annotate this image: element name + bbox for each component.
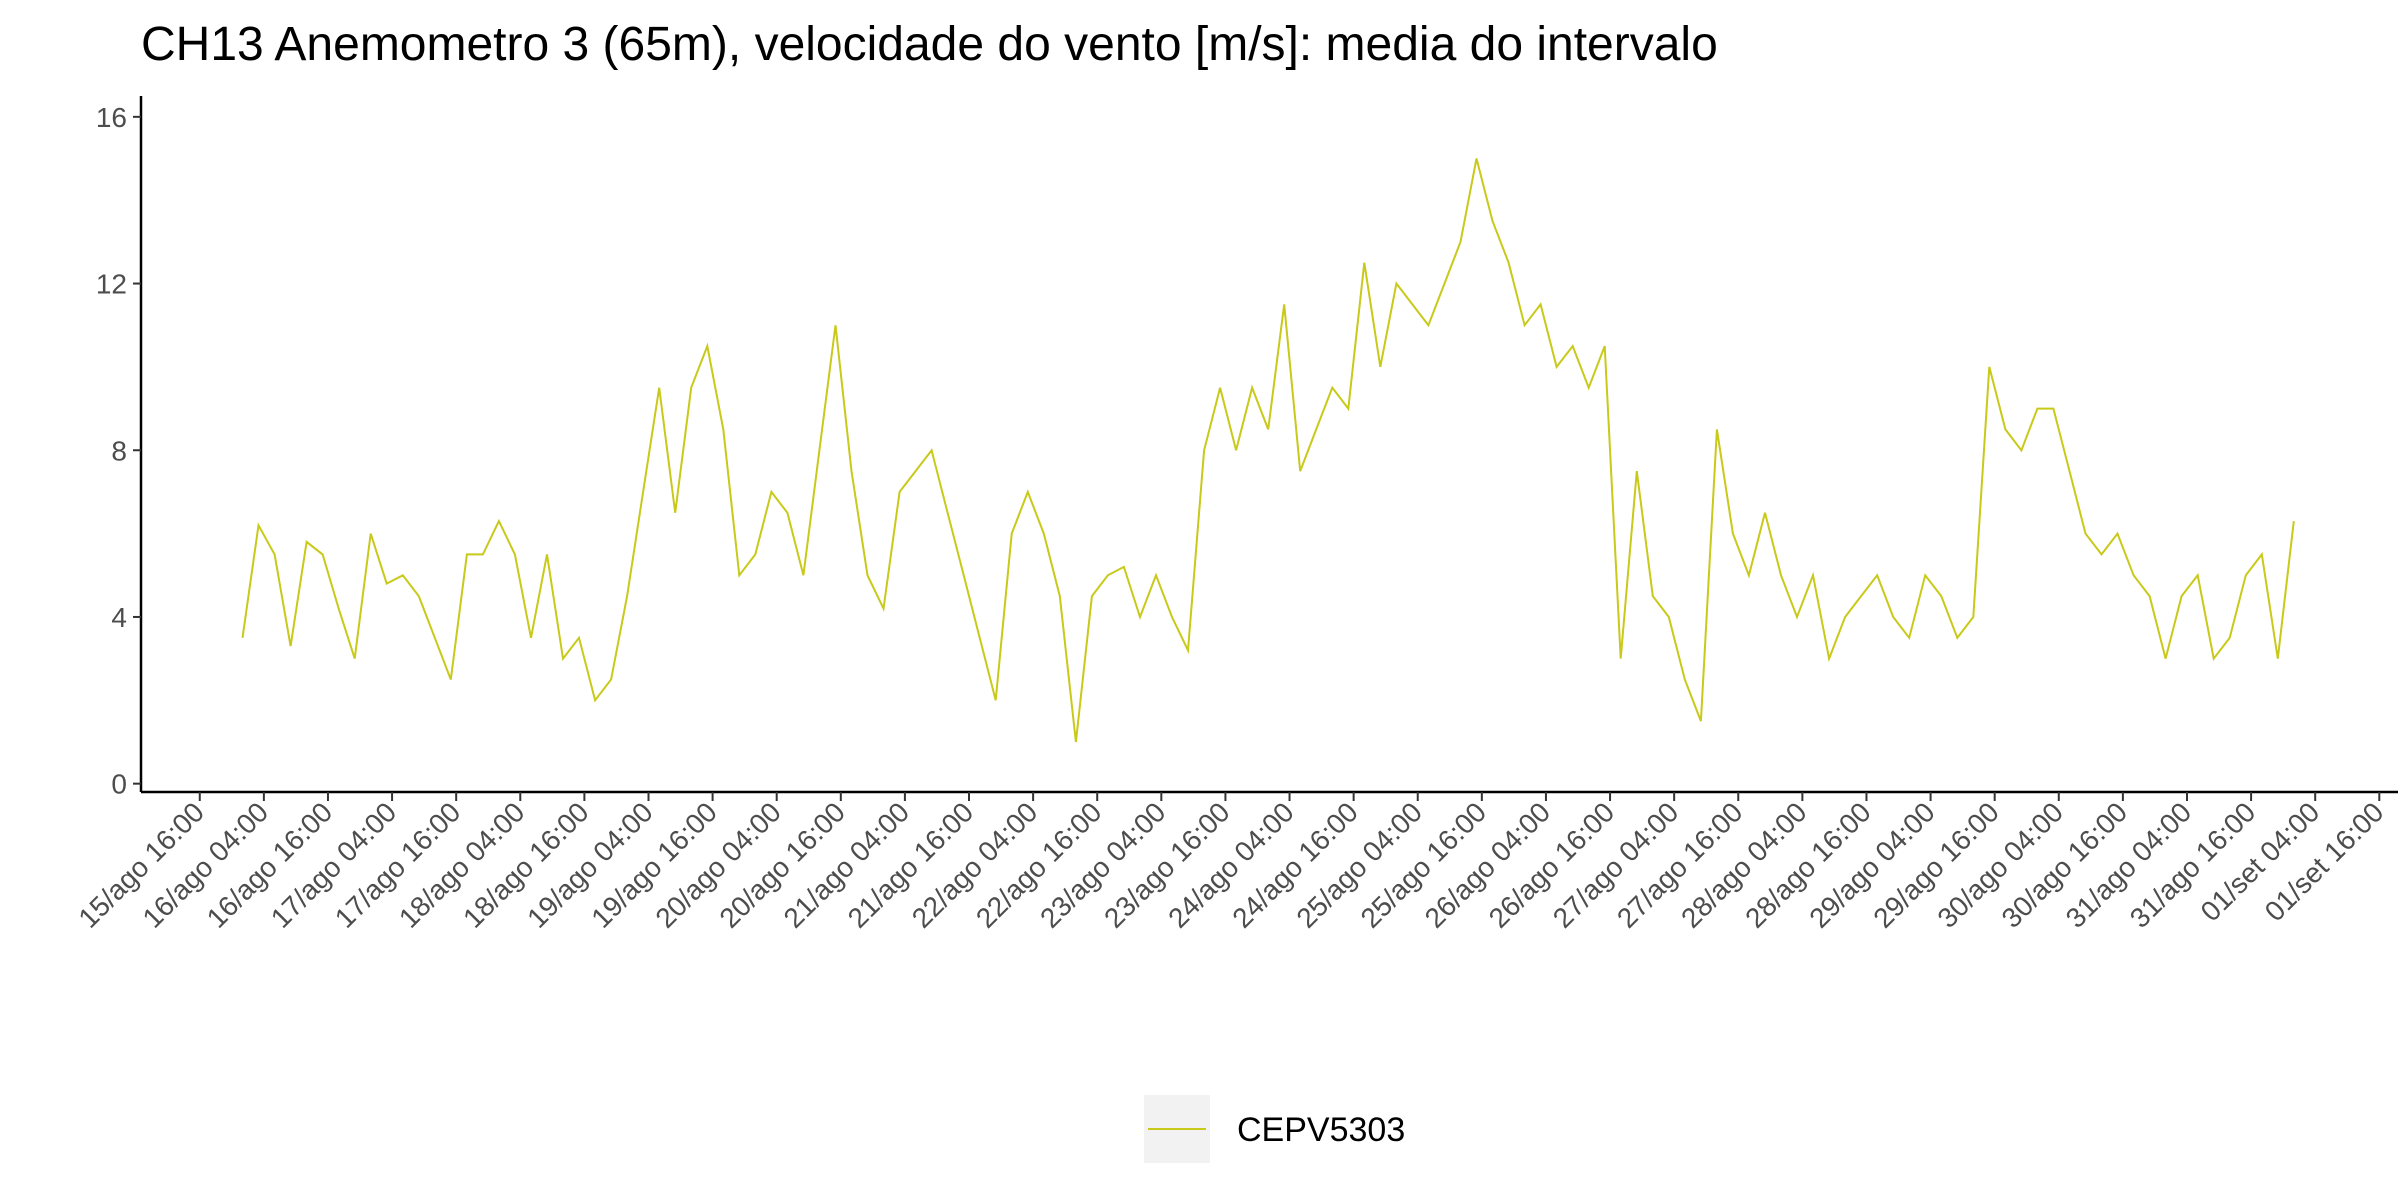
y-tick-label: 16	[96, 102, 127, 133]
data-line	[241, 158, 2295, 743]
legend-text: CEPV5303	[1237, 1111, 1405, 1149]
y-tick-label: 0	[111, 769, 127, 800]
y-tick-label: 8	[111, 435, 127, 466]
y-tick-label: 12	[96, 269, 127, 300]
chart-title: CH13 Anemometro 3 (65m), velocidade do v…	[141, 18, 1718, 71]
y-tick-label: 4	[111, 602, 127, 633]
